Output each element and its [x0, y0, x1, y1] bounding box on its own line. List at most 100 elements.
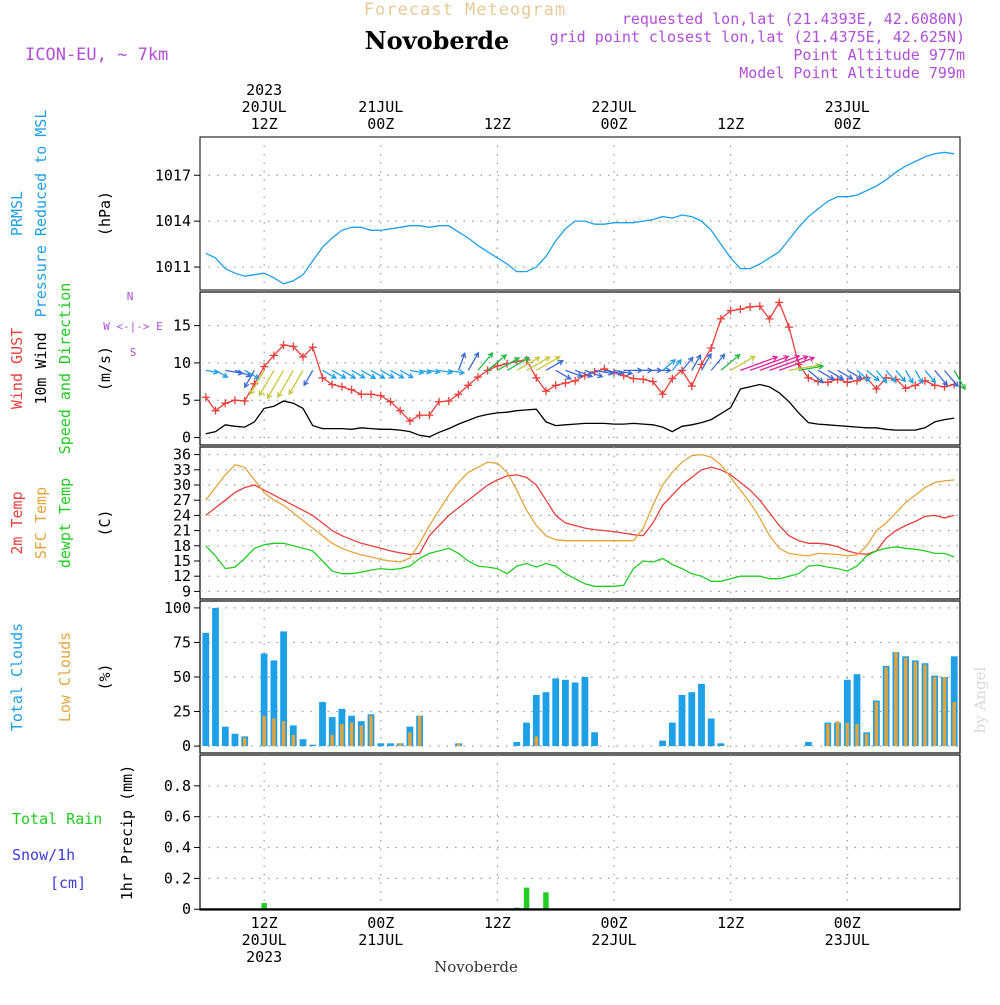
y-tick-label: 24 — [173, 506, 191, 524]
time-label-top: 00Z — [367, 115, 394, 133]
compass-n: N — [127, 290, 134, 303]
series-line-temperature-0 — [205, 466, 955, 556]
bar-clouds-0 — [387, 743, 394, 747]
y-tick-label: 30 — [173, 476, 191, 494]
panel-unit: 1hr Precip (mm) — [118, 765, 136, 900]
wind-arrow — [905, 370, 914, 385]
gust-point — [279, 340, 288, 349]
gust-point — [639, 375, 648, 384]
panel-label: Total Clouds — [8, 623, 26, 731]
compass-we: W <-|-> E — [103, 320, 163, 333]
footer-location: Novoberde — [434, 958, 518, 976]
gust-point — [386, 397, 395, 406]
y-tick-label: 100 — [164, 599, 191, 617]
panel-precip: 0 0.2 0.4 0.6 0.8 Total Rain Snow/1h [cm] 1hr Pr… — [12, 754, 961, 918]
y-tick-label: 15 — [173, 317, 191, 335]
gust-point — [716, 314, 725, 323]
gust-point — [872, 385, 881, 394]
wind-arrow — [419, 368, 433, 375]
bar-clouds-0 — [270, 660, 278, 747]
bar-clouds-1 — [923, 664, 927, 747]
bar-clouds-0 — [377, 743, 385, 747]
wind-arrow — [700, 352, 712, 371]
time-label-top: 12Z — [484, 115, 511, 133]
bar-clouds-1 — [835, 721, 840, 747]
time-label-top: 00Z — [834, 115, 861, 133]
wind-arrow — [846, 369, 863, 380]
wind-arrow — [934, 369, 949, 387]
wind-arrow — [429, 368, 441, 375]
gust-point — [376, 391, 385, 400]
wind-arrow — [837, 369, 854, 380]
requested-coords: requested lon,lat (21.4393E, 42.6080N) — [622, 10, 965, 28]
panel-frame — [199, 291, 961, 446]
wind-arrow — [759, 354, 801, 371]
wind-arrow — [545, 359, 565, 371]
bar-clouds-1 — [262, 715, 266, 747]
gust-point — [551, 381, 560, 390]
bar-clouds-0 — [319, 701, 326, 747]
bar-clouds-0 — [678, 695, 686, 747]
bar-clouds-1 — [894, 652, 898, 747]
y-tick-label: 12 — [173, 567, 191, 585]
bar-clouds-1 — [291, 735, 295, 747]
y-tick-label: 75 — [173, 633, 191, 651]
time-label-bottom: 00Z — [834, 914, 861, 932]
gust-point — [901, 384, 910, 393]
time-label-bottom: 21JUL — [358, 931, 403, 949]
panel-label: [cm] — [50, 874, 86, 892]
wind-arrow — [390, 369, 405, 379]
bar-clouds-1 — [417, 715, 422, 747]
wind-arrow — [457, 352, 467, 371]
gust-point — [444, 396, 453, 405]
gust-point — [464, 381, 473, 390]
time-label-top: 2023 — [246, 81, 282, 99]
wind-arrow — [303, 370, 314, 387]
bar-clouds-0 — [552, 678, 560, 747]
gust-point — [289, 342, 298, 351]
gust-point — [678, 366, 687, 375]
series-line-wind-1 — [205, 383, 955, 438]
y-tick-label: 33 — [173, 461, 191, 479]
wind-arrow — [244, 370, 255, 389]
y-tick-label: 9 — [182, 582, 191, 600]
wind-arrow — [914, 370, 924, 385]
wind-arrow — [807, 369, 824, 384]
time-label-top: 12Z — [251, 115, 278, 133]
y-tick-label: 36 — [173, 446, 191, 464]
wind-arrow — [288, 370, 304, 396]
wind-arrow — [662, 359, 677, 371]
series-line-pressure-0 — [205, 151, 955, 285]
bar-clouds-0 — [571, 682, 579, 747]
bar-clouds-0 — [231, 733, 239, 747]
app-title: Forecast Meteogram — [364, 0, 566, 20]
gust-point — [765, 314, 774, 323]
wind-arrow — [526, 356, 551, 371]
bar-clouds-0 — [309, 744, 317, 747]
bar-clouds-0 — [212, 607, 219, 747]
gust-point — [318, 373, 327, 382]
time-label-top: 12Z — [717, 115, 744, 133]
wind-arrow — [249, 370, 265, 396]
time-label-top: 22JUL — [591, 98, 636, 116]
y-tick-label: 0 — [182, 737, 191, 755]
bar-clouds-0 — [513, 741, 521, 746]
gust-point — [357, 390, 366, 399]
bar-clouds-1 — [933, 677, 937, 747]
compass-s: S — [130, 346, 137, 359]
wind-arrow — [720, 353, 741, 371]
panel-unit: (C) — [96, 509, 114, 536]
gust-point — [755, 302, 764, 311]
time-label-top: 21JUL — [358, 98, 403, 116]
gust-point — [337, 382, 346, 391]
wind-arrow — [691, 353, 702, 371]
bar-clouds-1 — [903, 657, 908, 747]
gust-point — [435, 397, 444, 406]
gust-point — [658, 390, 667, 399]
panel-label: SFC Temp — [32, 487, 50, 559]
gust-point — [367, 390, 376, 399]
bar-clouds-0 — [202, 632, 210, 747]
bar-clouds-1 — [243, 737, 247, 747]
y-tick-label: 1014 — [155, 212, 191, 230]
bar-clouds-1 — [845, 722, 849, 747]
